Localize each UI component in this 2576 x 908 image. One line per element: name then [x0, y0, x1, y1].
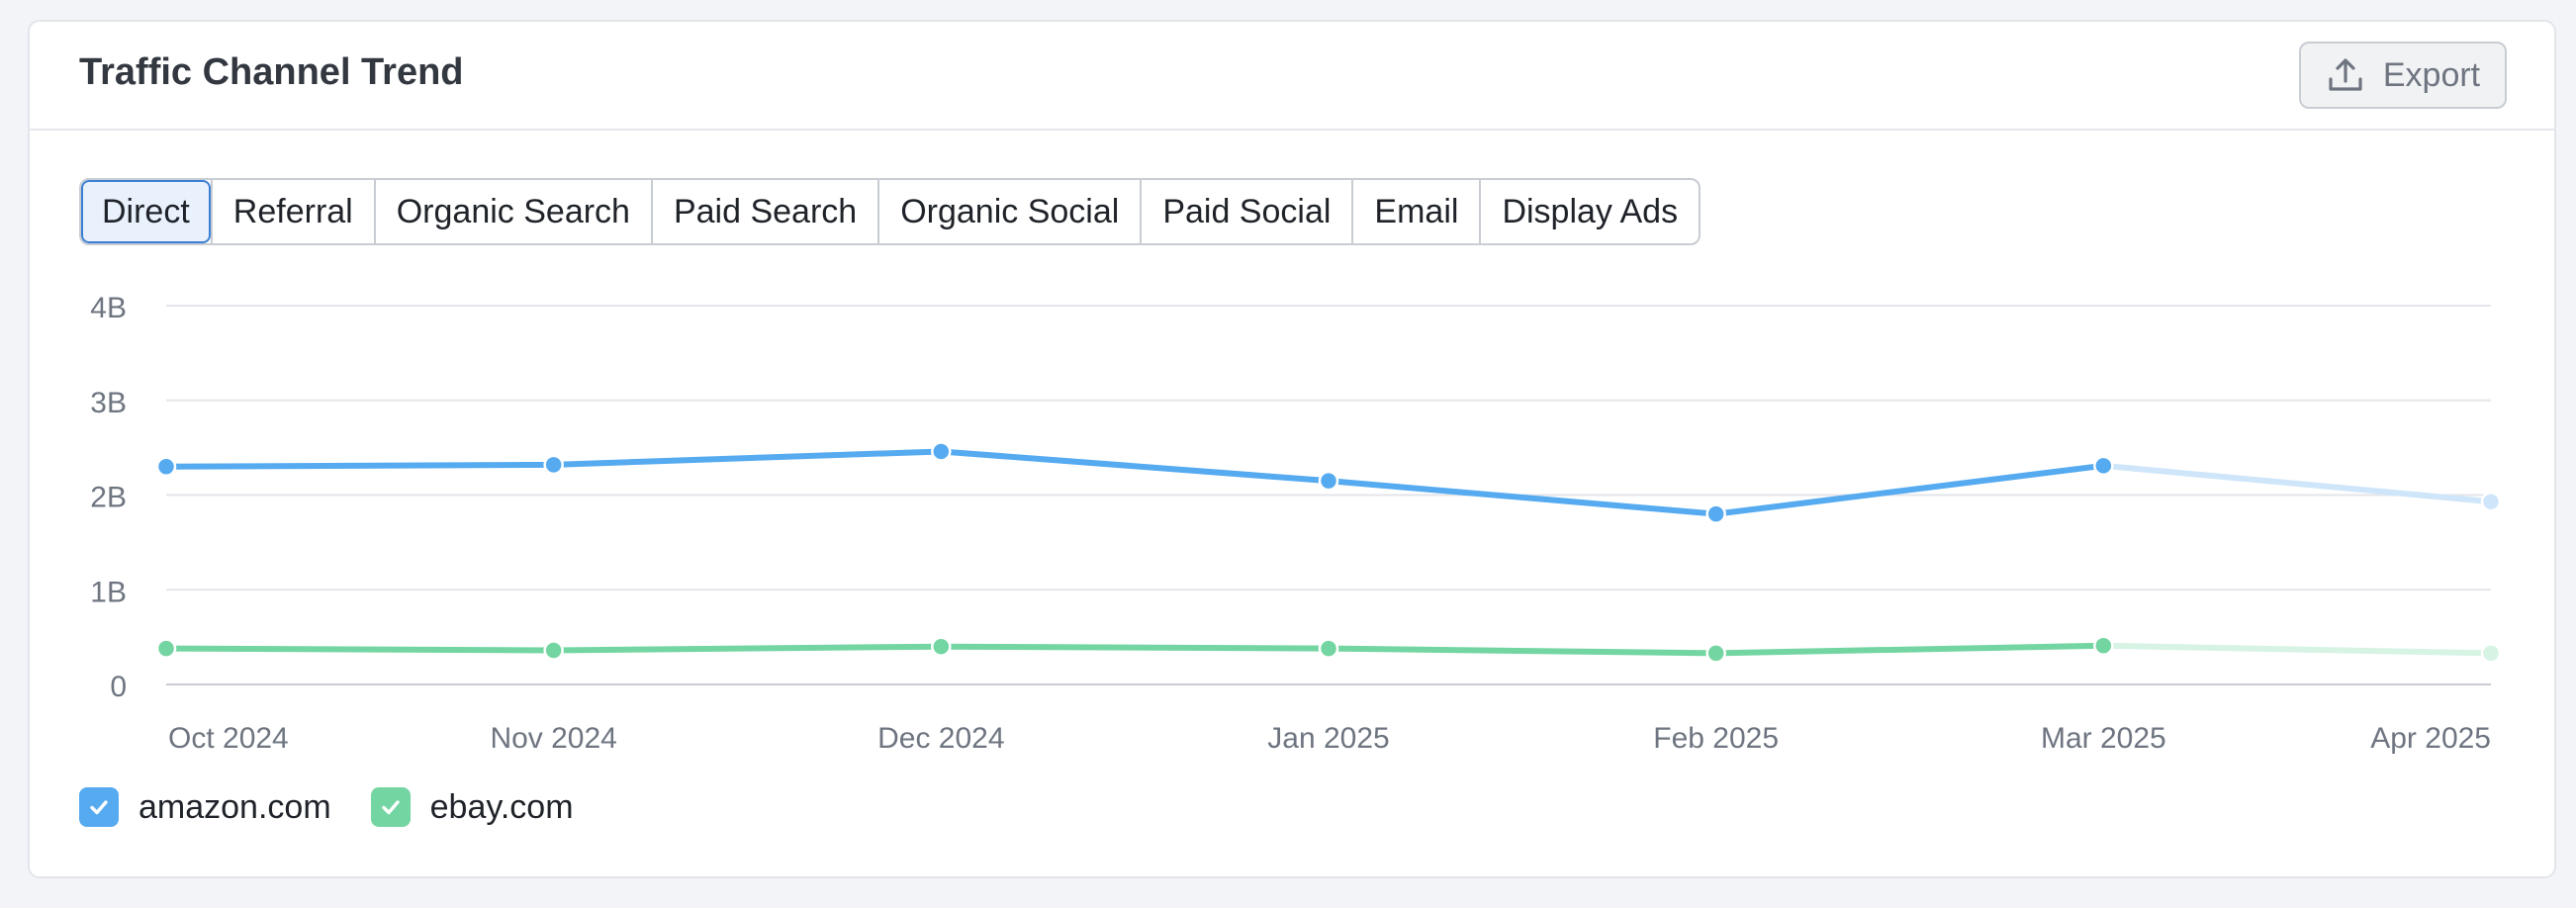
- tab-display-ads[interactable]: Display Ads: [1479, 180, 1699, 243]
- tab-paid-search[interactable]: Paid Search: [650, 180, 877, 243]
- export-button[interactable]: Export: [2299, 42, 2507, 109]
- upload-icon: [2326, 55, 2365, 95]
- trend-chart: 0 1B 2B 3B 4B Oct 2024 Nov 2024 Dec 2024 Jan 202…: [90, 292, 2502, 755]
- checkbox-checked-icon[interactable]: [79, 787, 119, 827]
- card-header: Traffic Channel Trend Export: [30, 22, 2554, 131]
- x-tick-label: Oct 2024: [168, 722, 289, 755]
- x-tick-label: Apr 2025: [2370, 722, 2491, 755]
- tab-organic-social[interactable]: Organic Social: [877, 180, 1140, 243]
- y-tick-label: 4B: [90, 292, 127, 324]
- data-point: [543, 454, 564, 476]
- data-point: [931, 636, 952, 657]
- traffic-channel-card: Traffic Channel Trend Export Direct Refe…: [28, 20, 2556, 878]
- card-title: Traffic Channel Trend: [79, 51, 464, 93]
- series-line-faded: [2100, 642, 2494, 657]
- data-point: [2093, 455, 2114, 477]
- data-point: [1318, 470, 1339, 492]
- legend-item-ebay[interactable]: ebay.com: [370, 787, 574, 827]
- export-label: Export: [2382, 55, 2481, 94]
- legend-item-amazon[interactable]: amazon.com: [79, 787, 331, 827]
- data-point: [1705, 503, 1726, 524]
- tab-paid-social[interactable]: Paid Social: [1140, 180, 1351, 243]
- data-point: [2480, 643, 2502, 664]
- data-point: [2093, 635, 2114, 656]
- data-point: [1705, 643, 1726, 664]
- data-point: [155, 456, 177, 478]
- data-point: [543, 640, 564, 661]
- checkbox-checked-icon[interactable]: [370, 787, 411, 827]
- y-tick-label: 2B: [90, 482, 127, 514]
- channel-tabs: Direct Referral Organic Search Paid Sear…: [79, 178, 1702, 245]
- y-tick-label: 3B: [90, 387, 127, 419]
- x-tick-label: Nov 2024: [490, 722, 616, 755]
- data-point: [155, 638, 177, 659]
- x-tick-label: Jan 2025: [1267, 722, 1389, 755]
- series-line: [163, 642, 2107, 657]
- y-tick-label: 0: [110, 671, 127, 703]
- tab-email[interactable]: Email: [1351, 180, 1479, 243]
- series-line-faded: [2100, 462, 2494, 505]
- series-line: [163, 448, 2107, 517]
- legend-label: amazon.com: [138, 787, 331, 826]
- y-tick-label: 1B: [90, 576, 127, 608]
- legend-label: ebay.com: [429, 787, 574, 826]
- x-tick-label: Mar 2025: [2041, 722, 2166, 755]
- tab-referral[interactable]: Referral: [210, 180, 374, 243]
- data-point: [1318, 638, 1339, 659]
- tab-organic-search[interactable]: Organic Search: [373, 180, 651, 243]
- tab-direct[interactable]: Direct: [81, 180, 211, 243]
- data-point: [2480, 491, 2502, 512]
- x-tick-label: Dec 2024: [877, 722, 1004, 755]
- x-tick-label: Feb 2025: [1653, 722, 1779, 755]
- data-point: [931, 441, 952, 462]
- chart-legend: amazon.com ebay.com: [79, 787, 574, 827]
